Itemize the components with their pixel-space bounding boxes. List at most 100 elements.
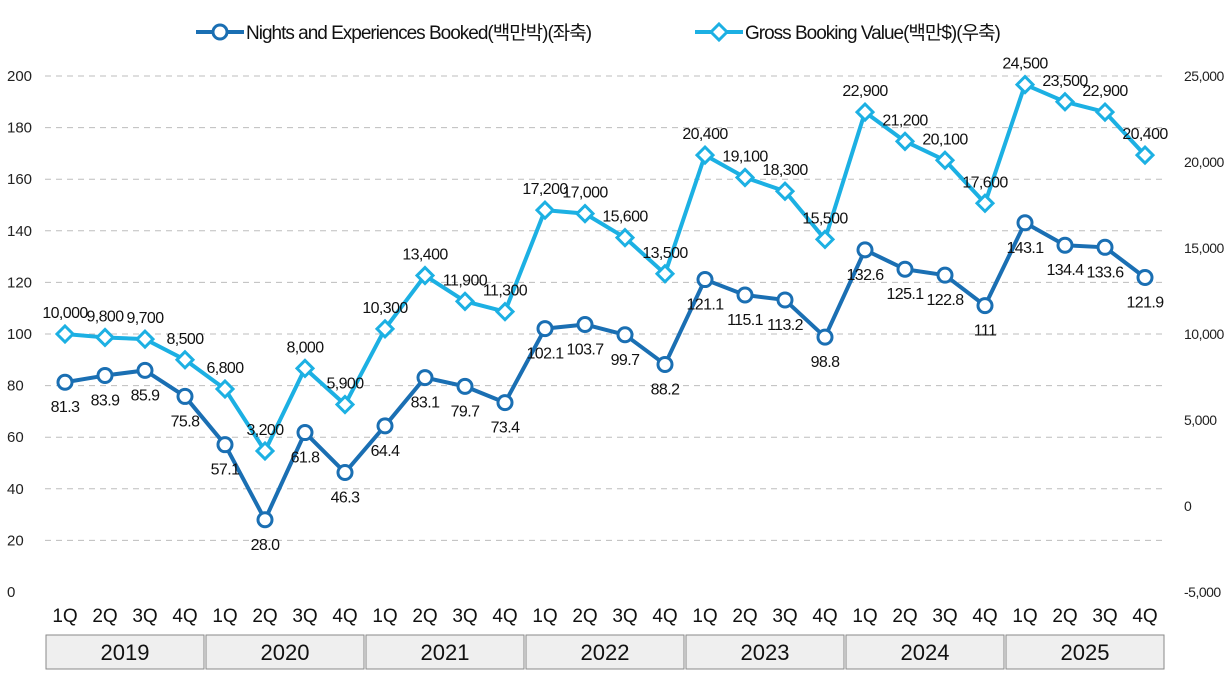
data-point	[96, 367, 114, 385]
x-tick-label: 4Q	[172, 606, 197, 627]
data-point	[814, 229, 836, 250]
data-point	[334, 394, 356, 415]
data-point	[576, 315, 594, 333]
data-point	[936, 266, 954, 284]
data-label: 79.7	[451, 403, 480, 420]
data-point	[94, 327, 116, 348]
data-label: 132.6	[846, 267, 884, 284]
year-label: 2022	[581, 640, 630, 665]
data-point	[54, 323, 76, 345]
x-tick-label: 2Q	[92, 606, 117, 627]
data-point	[336, 464, 354, 482]
x-tick-label: 4Q	[652, 606, 677, 627]
year-group-box	[845, 634, 1005, 670]
data-label: 64.4	[371, 443, 400, 460]
data-label: 11,300	[483, 283, 528, 300]
data-point	[616, 326, 634, 344]
data-label: 9,700	[126, 310, 164, 327]
data-labels: 81.3 83.9 85.9 75.8 57.1 28.0 61.8 46.3 64.4 83.1…	[42, 56, 1169, 554]
legend-item-gbv: Gross Booking Value(백만$)(우축)	[695, 21, 1002, 44]
data-point	[256, 511, 274, 529]
data-label: 121.1	[686, 297, 724, 314]
x-tick-label: 3Q	[1092, 606, 1117, 627]
series-line-0	[64, 220, 1147, 522]
y-right-tick-label: 20,000	[1184, 154, 1225, 170]
data-point	[294, 358, 316, 379]
data-label: 81.3	[51, 399, 80, 416]
data-point	[456, 377, 474, 395]
x-tick-label: 4Q	[972, 606, 997, 627]
y-left-tick-label: 180	[7, 120, 32, 137]
data-label: 13,400	[402, 247, 448, 264]
data-point	[56, 373, 74, 391]
data-point	[896, 260, 914, 278]
y-left-tick-label: 20	[7, 532, 24, 549]
year-label: 2020	[261, 640, 310, 665]
data-point	[856, 241, 874, 259]
x-tick-label: 3Q	[452, 606, 477, 627]
data-label: 57.1	[211, 462, 240, 479]
data-label: 22,900	[842, 83, 888, 100]
x-axis: 1Q 2Q 3Q 4Q 1Q 2Q 3Q 4Q 1Q 2Q 3Q 4Q 1Q 2Q 3Q 4Q 1Q 2Q 3Q 4Q…	[45, 606, 1165, 670]
year-label: 2021	[421, 640, 470, 665]
data-label: 111	[974, 323, 997, 340]
data-point	[574, 203, 596, 224]
data-label: 5,900	[326, 376, 364, 393]
data-label: 9,800	[86, 308, 124, 325]
y-left-tick-label: 60	[7, 429, 24, 446]
data-point	[894, 131, 916, 152]
legend-item-nights: Nights and Experiences Booked(백만박)(좌축)	[196, 22, 593, 44]
data-label: 19,100	[722, 148, 768, 165]
data-label: 18,300	[762, 162, 808, 179]
x-tick-label: 1Q	[212, 606, 237, 627]
data-label: 13,500	[642, 245, 688, 262]
year-group-box	[365, 634, 525, 670]
data-label: 122.8	[926, 292, 964, 309]
data-point	[136, 361, 154, 379]
data-point	[734, 167, 756, 188]
data-point	[1134, 144, 1156, 166]
data-label: 8,500	[166, 331, 204, 348]
data-point	[254, 440, 276, 462]
x-tick-label: 3Q	[132, 606, 157, 627]
data-label: 17,000	[562, 185, 608, 202]
data-label: 121.9	[1126, 294, 1164, 311]
x-tick-label: 3Q	[612, 606, 637, 627]
data-label: 73.4	[491, 420, 520, 437]
x-tick-label: 2Q	[252, 606, 277, 627]
data-point	[976, 297, 994, 315]
y-left-tick-label: 40	[7, 481, 24, 498]
data-point	[614, 227, 636, 248]
x-tick-label: 1Q	[852, 606, 877, 627]
y-left-tick-label: 200	[7, 68, 32, 85]
year-label: 2024	[901, 640, 950, 665]
y-left-tick-label: 100	[7, 326, 32, 343]
data-label: 134.4	[1046, 262, 1084, 279]
y-left-tick-label: 80	[7, 378, 24, 395]
series-layer	[54, 74, 1156, 529]
legend: Nights and Experiences Booked(백만박)(좌축) G…	[196, 21, 1002, 44]
data-point	[736, 286, 754, 304]
data-label: 15,500	[802, 210, 848, 227]
year-group-box	[685, 634, 845, 670]
data-point	[1096, 238, 1114, 256]
data-point	[296, 424, 314, 442]
data-label: 28.0	[251, 537, 280, 554]
data-label: 83.1	[411, 395, 440, 412]
data-point	[654, 263, 676, 284]
year-label: 2023	[741, 640, 790, 665]
year-group-box	[1005, 634, 1165, 670]
legend-label-gbv: Gross Booking Value(백만$)(우축)	[745, 22, 1001, 44]
data-label: 17,200	[522, 181, 568, 198]
data-label: 23,500	[1042, 73, 1088, 90]
data-point	[454, 291, 476, 312]
data-label: 99.7	[611, 352, 640, 369]
data-point	[1136, 268, 1154, 286]
y-axis-left: 0 20 40 60 80 100 120 140 160 180 200	[7, 68, 32, 601]
x-tick-label: 3Q	[932, 606, 957, 627]
data-point	[414, 265, 436, 286]
y-right-tick-label: 0	[1184, 498, 1192, 514]
x-tick-label: 4Q	[492, 606, 517, 627]
data-label: 20,400	[682, 126, 728, 143]
